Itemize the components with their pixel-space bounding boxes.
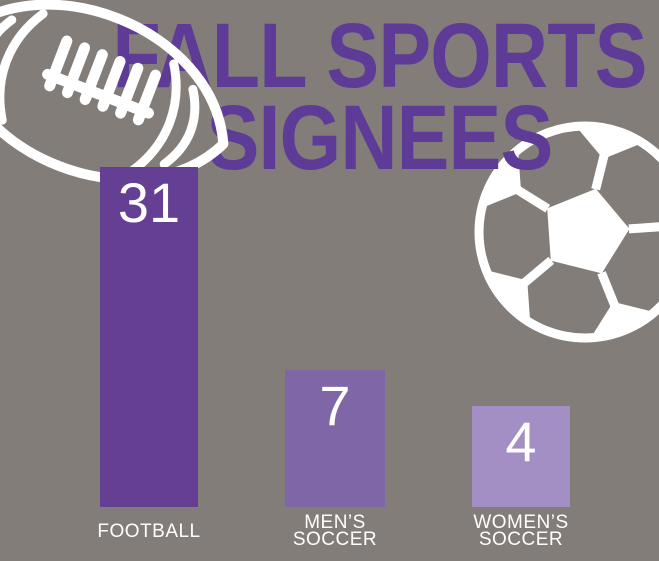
- bar-womens-soccer: 4: [472, 406, 570, 507]
- bar-label-womens-soccer-line-1: WOMEN’S: [473, 512, 569, 533]
- chart-title-line-2: SIGNEES: [206, 87, 554, 189]
- bar-value-mens-soccer: 7: [319, 374, 351, 437]
- soccer-ball-icon: [474, 121, 659, 343]
- bar-label-mens-soccer-line-1: MEN’S: [304, 512, 366, 533]
- bar-label-football-line-1: FOOTBALL: [97, 520, 201, 542]
- bar-label-football: FOOTBALL: [69, 513, 229, 549]
- bar-label-womens-soccer-line-2: SOCCER: [478, 529, 564, 550]
- bar-mens-soccer: 7: [285, 370, 385, 507]
- bar-label-womens-soccer: WOMEN’S SOCCER: [441, 513, 601, 549]
- bar-value-womens-soccer: 4: [505, 410, 537, 473]
- bar-football: 31: [100, 167, 198, 507]
- football-icon: [0, 0, 229, 185]
- bar-value-football: 31: [117, 171, 181, 234]
- bar-label-mens-soccer: MEN’S SOCCER: [255, 513, 415, 549]
- bar-label-mens-soccer-line-2: SOCCER: [292, 529, 378, 550]
